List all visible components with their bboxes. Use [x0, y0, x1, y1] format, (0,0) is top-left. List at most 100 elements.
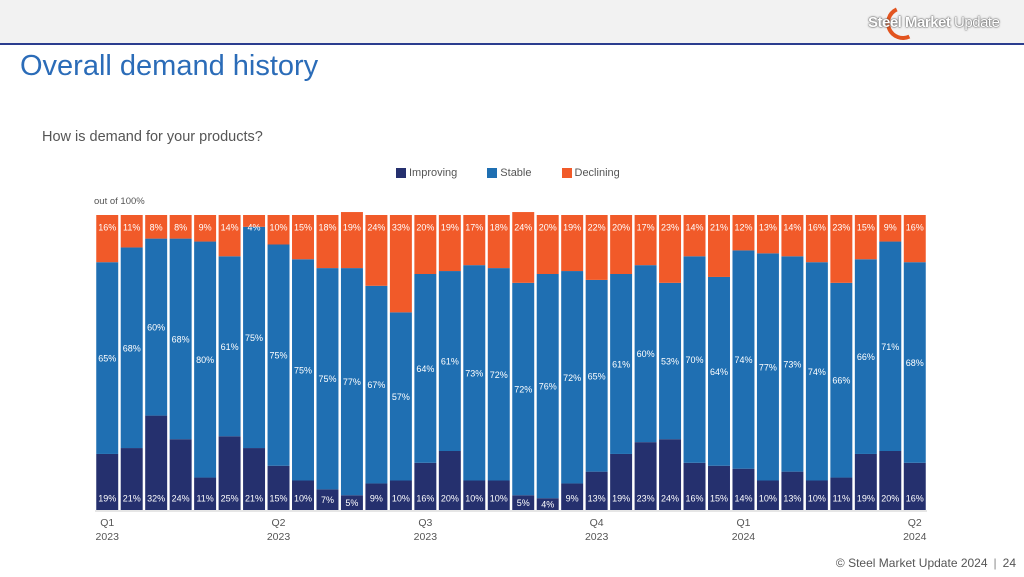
- bar-segment-declining: [340, 212, 363, 269]
- x-tick-quarter: Q2: [272, 517, 286, 529]
- bar-segment-improving: [365, 483, 388, 510]
- bar-segment-declining: [561, 215, 584, 272]
- bar-segment-improving: [634, 442, 657, 510]
- data-label-stable: 64%: [416, 364, 434, 374]
- bar-segment-improving: [879, 451, 902, 510]
- data-label-declining: 9%: [884, 223, 897, 233]
- data-label-declining: 33%: [392, 223, 410, 233]
- bar-segment-stable: [169, 238, 192, 440]
- bar-segment-stable: [340, 268, 363, 496]
- bar-segment-stable: [414, 274, 437, 463]
- bar-segment-stable: [805, 262, 828, 481]
- data-label-improving: 13%: [783, 494, 801, 504]
- bar-segment-declining: [218, 215, 241, 257]
- bar-segment-stable: [854, 259, 877, 454]
- bar-segment-stable: [610, 274, 633, 454]
- data-label-improving: 15%: [710, 494, 728, 504]
- bar-segment-improving: [781, 471, 804, 510]
- bar-segment-stable: [781, 256, 804, 472]
- chart-legend: Improving Stable Declining: [396, 167, 620, 179]
- data-label-stable: 72%: [490, 370, 508, 380]
- bar-segment-stable: [267, 244, 290, 466]
- data-label-stable: 71%: [881, 342, 899, 352]
- bar-segment-declining: [316, 215, 339, 269]
- bar-segment-stable: [634, 265, 657, 443]
- x-tick-quarter: Q3: [418, 517, 432, 529]
- data-label-stable: 74%: [734, 355, 752, 365]
- out-of-label: out of 100%: [94, 196, 145, 207]
- data-label-improving: 5%: [517, 498, 530, 508]
- bar-segment-improving: [708, 465, 730, 510]
- bar-segment-declining: [145, 215, 168, 239]
- bar-segment-improving: [756, 480, 779, 510]
- legend-label-improving: Improving: [409, 167, 458, 179]
- data-label-declining: 21%: [710, 223, 728, 233]
- bar-segment-improving: [463, 480, 486, 510]
- data-label-stable: 70%: [686, 355, 704, 365]
- bar-segment-stable: [292, 259, 314, 481]
- bar-segment-stable: [316, 268, 339, 490]
- data-label-stable: 77%: [343, 377, 361, 387]
- bar-segment-improving: [732, 468, 755, 510]
- bar-segment-stable: [365, 285, 388, 484]
- bar-segment-stable: [903, 262, 926, 463]
- bar-segment-stable: [243, 226, 266, 449]
- data-label-stable: 72%: [563, 373, 581, 383]
- bar-segment-declining: [414, 215, 437, 274]
- data-label-declining: 19%: [441, 223, 459, 233]
- bar-segment-improving: [340, 495, 363, 510]
- data-label-improving: 32%: [147, 494, 165, 504]
- data-label-declining: 24%: [514, 223, 532, 233]
- data-label-improving: 10%: [490, 494, 508, 504]
- chart-question: How is demand for your products?: [42, 129, 263, 145]
- bar-segment-declining: [120, 215, 143, 248]
- bar-segment-declining: [830, 215, 853, 283]
- data-label-stable: 66%: [832, 376, 850, 386]
- legend-swatch-stable: [487, 168, 498, 178]
- bar-segment-improving: [512, 495, 535, 510]
- data-label-stable: 76%: [539, 382, 557, 392]
- data-label-declining: 24%: [367, 223, 385, 233]
- bar-segment-improving: [218, 436, 241, 510]
- x-tick-quarter: Q4: [590, 517, 604, 529]
- data-label-declining: 12%: [734, 223, 752, 233]
- bar-segment-stable: [96, 262, 119, 454]
- bar-segment-declining: [756, 215, 779, 254]
- bar-segment-stable: [536, 274, 559, 499]
- data-label-improving: 21%: [245, 494, 263, 504]
- data-label-declining: 15%: [294, 223, 312, 233]
- footer: © Steel Market Update 2024 | 24: [836, 556, 1016, 570]
- bar-segment-improving: [805, 480, 828, 510]
- x-tick-year: 2023: [267, 531, 291, 543]
- data-label-stable: 64%: [710, 367, 728, 377]
- legend-item-improving: Improving: [396, 167, 457, 179]
- bar-segment-declining: [536, 215, 559, 274]
- bar-segment-declining: [463, 215, 486, 266]
- logo-text-bold: Steel Market: [868, 14, 951, 31]
- data-label-improving: 19%: [98, 494, 116, 504]
- data-label-declining: 14%: [686, 223, 704, 233]
- bar-segment-stable: [830, 282, 853, 478]
- data-label-stable: 60%: [147, 323, 165, 333]
- data-label-stable: 65%: [98, 354, 116, 364]
- bar-segment-improving: [585, 471, 608, 510]
- bar-segment-stable: [463, 265, 486, 481]
- data-label-declining: 15%: [857, 223, 875, 233]
- bar-segment-improving: [267, 465, 290, 510]
- data-label-declining: 16%: [808, 223, 826, 233]
- data-label-improving: 19%: [857, 494, 875, 504]
- bar-segment-improving: [389, 480, 412, 510]
- data-label-declining: 11%: [123, 223, 140, 233]
- data-label-declining: 4%: [248, 223, 261, 233]
- data-label-improving: 13%: [588, 494, 606, 504]
- bar-segment-stable: [389, 312, 412, 481]
- data-label-declining: 8%: [174, 223, 187, 233]
- data-label-stable: 75%: [270, 351, 288, 361]
- data-label-stable: 75%: [245, 333, 263, 343]
- bar-segment-stable: [561, 271, 584, 484]
- bar-segment-declining: [634, 215, 657, 266]
- data-label-improving: 10%: [294, 494, 312, 504]
- bar-segment-declining: [243, 215, 266, 227]
- bar-segment-stable: [194, 241, 217, 478]
